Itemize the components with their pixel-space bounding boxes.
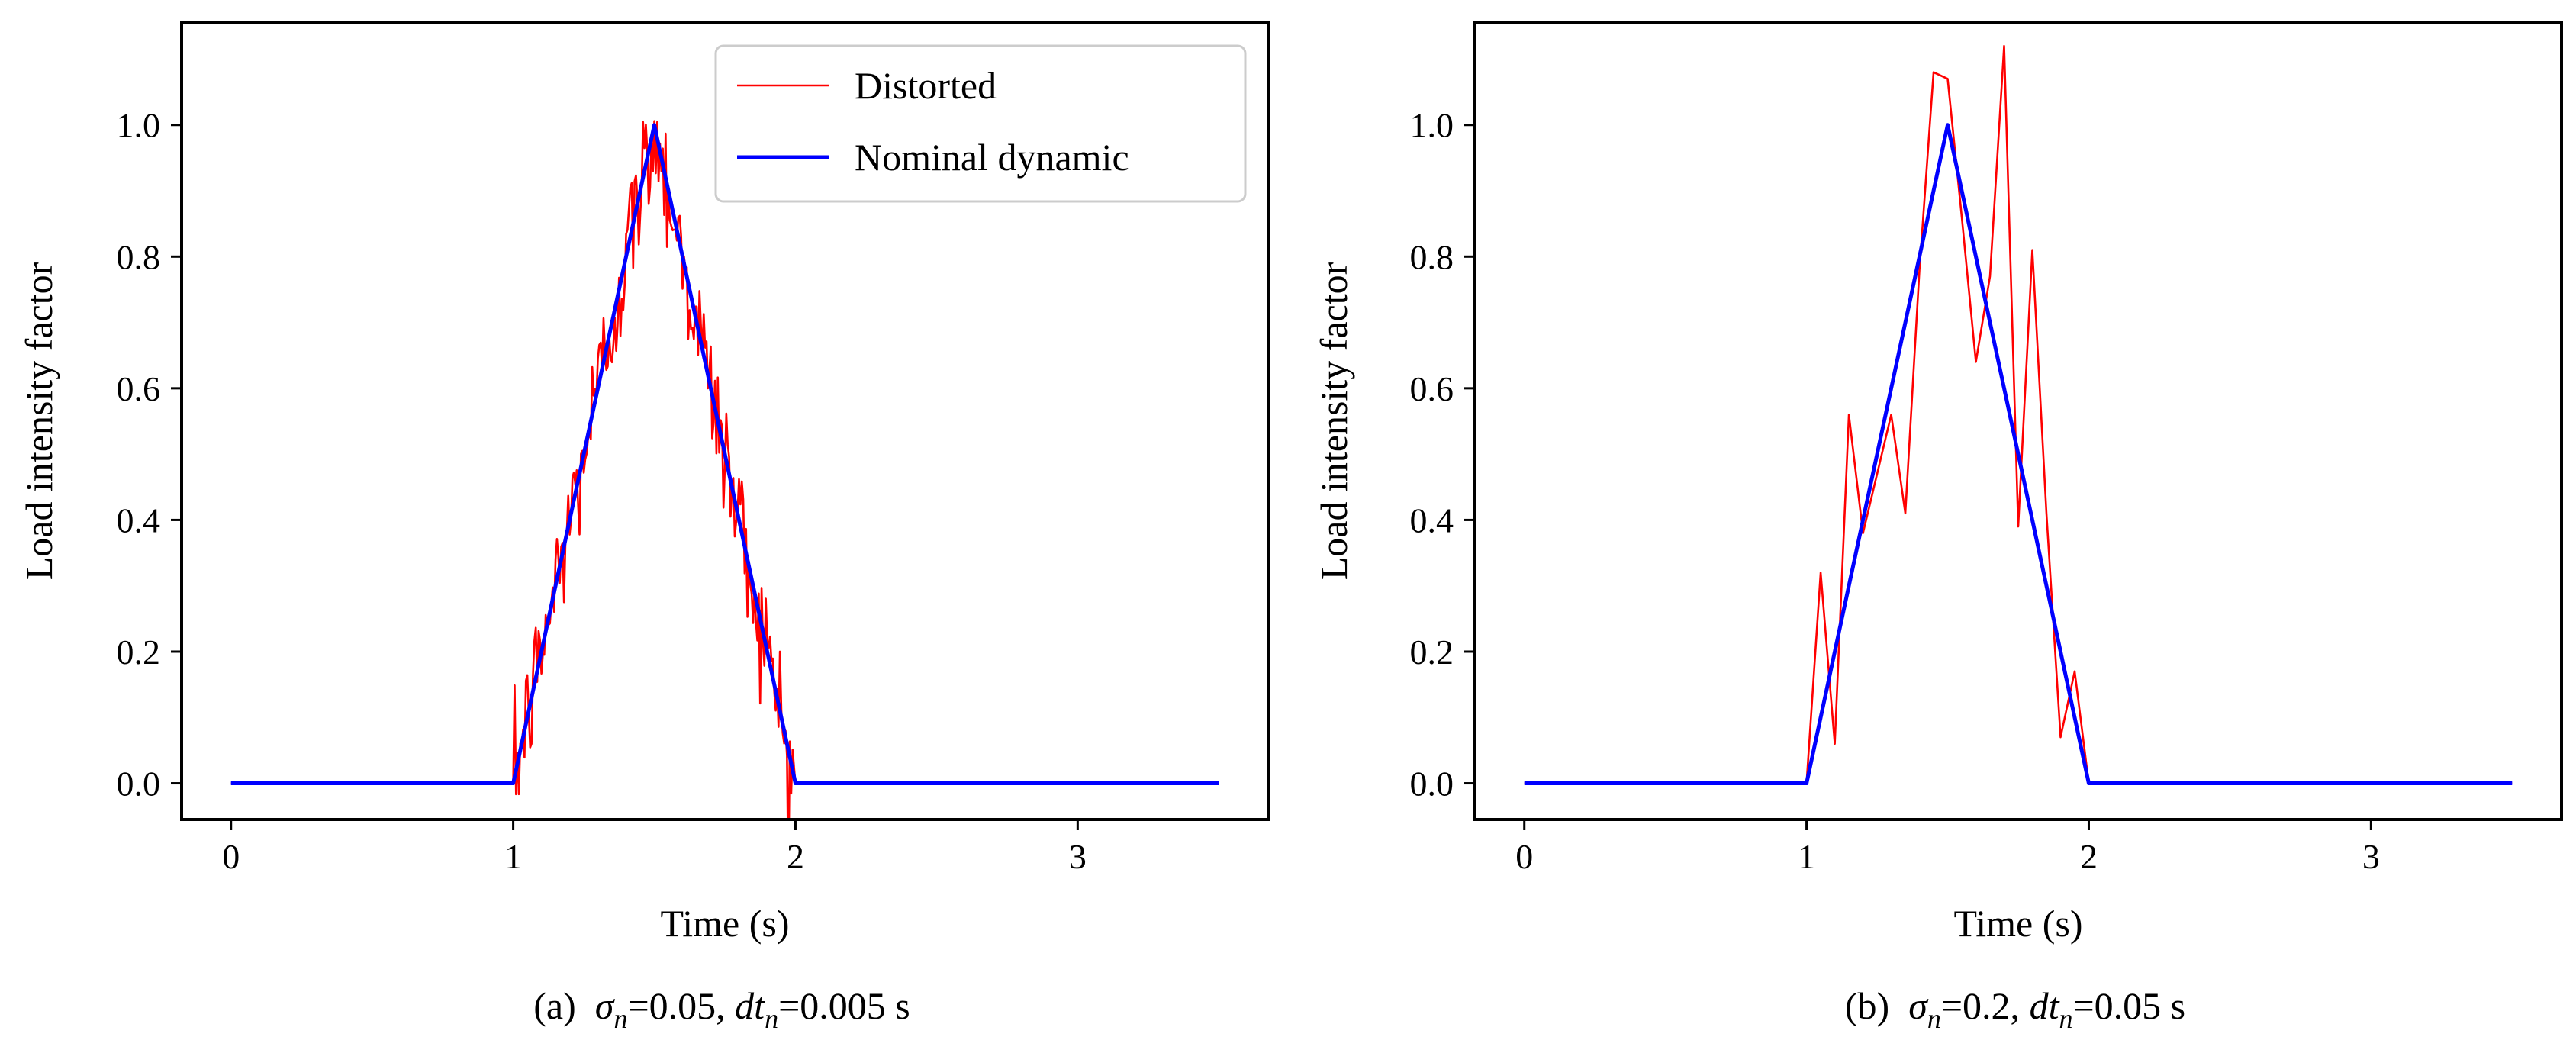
x-tick-label: 0 [1515, 837, 1533, 876]
caption-sigma-symbol: σ [595, 984, 616, 1027]
caption-sigma-value: =0.05, [627, 984, 735, 1027]
x-axis-label: Time (s) [660, 902, 789, 945]
y-tick-label: 0.6 [1410, 369, 1454, 408]
y-tick-label: 0.0 [1410, 765, 1454, 803]
plot-frame [1473, 21, 2563, 821]
x-tick-label: 3 [1069, 837, 1087, 876]
series-line-nominal-dynamic [230, 123, 1219, 786]
plot-frame [180, 21, 1270, 821]
x-tick-label: 1 [1798, 837, 1815, 876]
caption-prefix: (a) [533, 984, 576, 1027]
caption-sigma-symbol: σ [1908, 984, 1929, 1027]
x-tick-label: 2 [787, 837, 804, 876]
series-line-distorted [230, 120, 1219, 820]
y-axis-label: Load intensity factor [1312, 262, 1355, 580]
caption-spacer [576, 984, 595, 1027]
y-tick-label: 0.6 [117, 369, 161, 408]
chart-b: 0 1 2 3 0.0 0.2 0.4 0.6 0.8 1.0 Time (s) Load inten… [1312, 21, 2563, 1034]
panel-caption: (a) σn=0.05, dtn=0.005 s [533, 984, 910, 1034]
y-tick-label: 0.2 [1410, 633, 1454, 671]
caption-dt-value: =0.005 s [778, 984, 910, 1027]
legend-label: Distorted [855, 64, 997, 107]
y-tick-label: 0.0 [117, 765, 161, 803]
y-tick-label: 0.8 [1410, 237, 1454, 276]
plot-area [230, 120, 1219, 820]
x-tick-label: 0 [222, 837, 240, 876]
caption-sigma-value: =0.2, [1941, 984, 2030, 1027]
legend-label: Nominal dynamic [855, 136, 1129, 179]
y-tick-label: 1.0 [117, 106, 161, 145]
y-tick-label: 0.4 [1410, 501, 1454, 539]
series-line-distorted [1524, 44, 2513, 784]
plot-area [1524, 44, 2513, 786]
series-line-nominal-dynamic [1524, 123, 2513, 786]
y-tick-label: 0.4 [117, 501, 161, 539]
legend-box [714, 44, 1247, 203]
y-tick-label: 0.8 [117, 237, 161, 276]
x-tick-label: 1 [504, 837, 522, 876]
legend: Distorted Nominal dynamic [714, 44, 1247, 203]
y-tick-label: 0.2 [117, 633, 161, 671]
caption-sigma-sub: n [613, 1003, 627, 1034]
caption-dt-value: =0.05 s [2072, 984, 2185, 1027]
y-tick-label: 1.0 [1410, 106, 1454, 145]
caption-spacer [1889, 984, 1908, 1027]
caption-sigma-sub: n [1927, 1003, 1941, 1034]
caption-prefix: (b) [1845, 984, 1889, 1027]
y-axis-label: Load intensity factor [18, 262, 60, 580]
x-tick-label: 3 [2362, 837, 2380, 876]
panel-caption: (b) σn=0.2, dtn=0.05 s [1845, 984, 2185, 1034]
x-axis-label: Time (s) [1953, 902, 2082, 945]
x-tick-label: 2 [2080, 837, 2098, 876]
caption-dt-sub: n [765, 1003, 778, 1034]
caption-dt-sub: n [2059, 1003, 2072, 1034]
caption-dt-symbol: dt [735, 984, 765, 1027]
chart-a: 0 1 2 3 0.0 0.2 0.4 0.6 0.8 1.0 Time (s) Load inten… [18, 21, 1270, 1034]
caption-dt-symbol: dt [2030, 984, 2060, 1027]
